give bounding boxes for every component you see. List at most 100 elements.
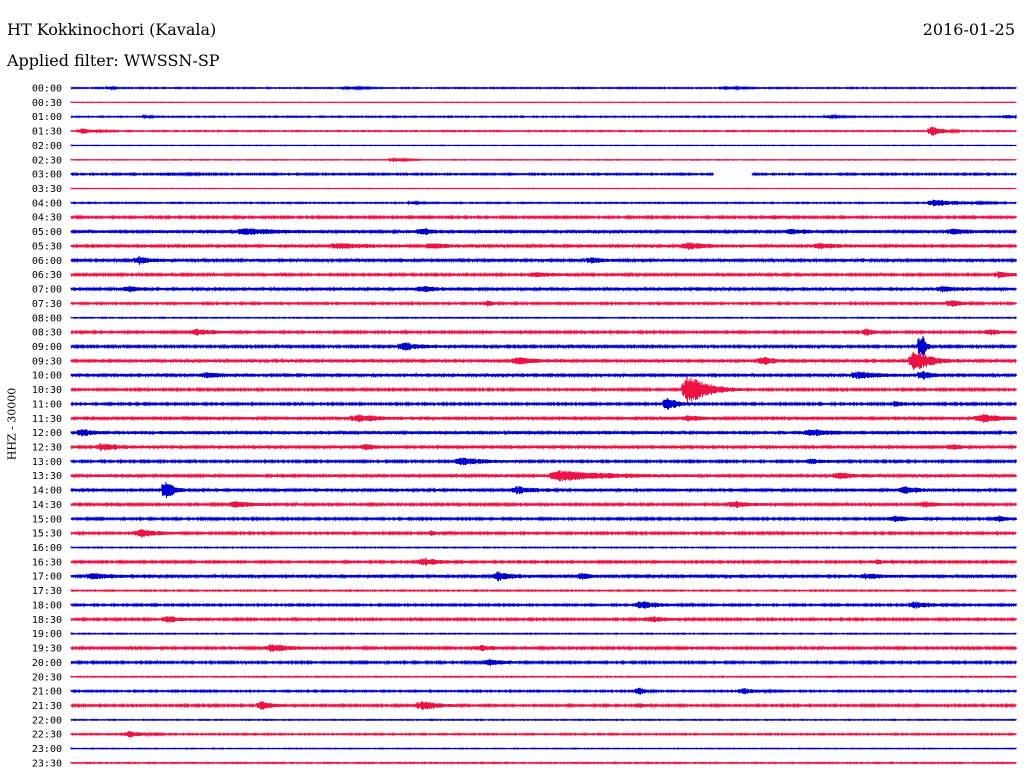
trace-2230: [70, 731, 1017, 738]
trace-2100: [70, 687, 1017, 695]
trace-1630: [70, 558, 1017, 566]
trace-0030: [70, 101, 1017, 104]
trace-0500: [70, 228, 1017, 236]
time-label-1700: 17:00: [32, 572, 62, 583]
trace-2330: [70, 761, 1017, 765]
record-date: 2016-01-25: [922, 20, 1015, 39]
trace-2000: [70, 658, 1017, 667]
time-label-2230: 22:30: [32, 730, 62, 741]
time-label-1100: 11:00: [32, 399, 62, 410]
time-label-0030: 00:30: [32, 98, 62, 109]
time-label-0200: 02:00: [32, 141, 62, 152]
time-label-2000: 20:00: [32, 658, 62, 669]
time-label-1730: 17:30: [32, 586, 62, 597]
trace-0130: [70, 126, 1017, 136]
time-label-0730: 07:30: [32, 299, 62, 310]
trace-1400: [70, 482, 1017, 499]
time-label-2030: 20:30: [32, 672, 62, 683]
trace-1130: [70, 413, 1017, 423]
trace-1900: [70, 631, 1017, 636]
time-label-1500: 15:00: [32, 514, 62, 525]
time-label-0230: 02:30: [32, 155, 62, 166]
time-label-0000: 00:00: [32, 84, 62, 95]
trace-1330: [70, 470, 1017, 482]
trace-1800: [70, 601, 1017, 609]
trace-0400: [70, 199, 1017, 207]
trace-2130: [70, 701, 1017, 710]
time-label-0830: 08:30: [32, 328, 62, 339]
trace-0530: [70, 242, 1017, 250]
time-label-1530: 15:30: [32, 529, 62, 540]
time-label-0430: 04:30: [32, 213, 62, 224]
time-label-1300: 13:00: [32, 457, 62, 468]
trace-1700: [70, 571, 1017, 582]
time-label-1900: 19:00: [32, 629, 62, 640]
time-label-1030: 10:30: [32, 385, 62, 396]
time-label-0100: 01:00: [32, 112, 62, 123]
trace-2300: [70, 746, 1017, 750]
time-label-0530: 05:30: [32, 241, 62, 252]
trace-2200: [70, 718, 1017, 722]
trace-0930: [70, 351, 1017, 371]
time-label-2100: 21:00: [32, 687, 62, 698]
time-label-0500: 05:00: [32, 227, 62, 238]
trace-0330: [70, 187, 1017, 190]
filter-label: Applied filter: WWSSN-SP: [7, 51, 220, 70]
trace-0800: [70, 316, 1017, 320]
trace-0100: [70, 113, 1017, 120]
trace-1500: [70, 515, 1017, 523]
trace-2030: [70, 674, 1017, 679]
trace-0430: [70, 214, 1017, 221]
trace-0900: [70, 335, 1017, 358]
time-label-2330: 23:30: [32, 758, 62, 769]
time-label-0130: 01:30: [32, 127, 62, 138]
time-label-1930: 19:30: [32, 644, 62, 655]
trace-0300: [70, 171, 1017, 178]
time-label-1000: 10:00: [32, 371, 62, 382]
trace-1100: [70, 398, 1017, 410]
trace-1930: [70, 644, 1017, 652]
trace-0830: [70, 328, 1017, 336]
time-label-1430: 14:30: [32, 500, 62, 511]
trace-1530: [70, 528, 1017, 538]
trace-1230: [70, 442, 1017, 452]
trace-1430: [70, 500, 1017, 508]
time-label-2130: 21:30: [32, 701, 62, 712]
time-label-0400: 04:00: [32, 198, 62, 209]
time-label-1330: 13:30: [32, 471, 62, 482]
time-label-1200: 12:00: [32, 428, 62, 439]
trace-1030: [70, 376, 1017, 404]
trace-0200: [70, 144, 1017, 147]
time-label-2200: 22:00: [32, 715, 62, 726]
trace-1000: [70, 371, 1017, 380]
trace-1300: [70, 457, 1017, 466]
time-label-0600: 06:00: [32, 256, 62, 267]
station-title: HT Kokkinochori (Kavala): [7, 20, 217, 39]
time-label-1630: 16:30: [32, 557, 62, 568]
time-label-0930: 09:30: [32, 356, 62, 367]
trace-0730: [70, 299, 1017, 307]
time-label-0330: 03:30: [32, 184, 62, 195]
trace-0600: [70, 255, 1017, 265]
time-label-1230: 12:30: [32, 443, 62, 454]
time-label-2300: 23:00: [32, 744, 62, 755]
trace-1600: [70, 545, 1017, 550]
time-label-1130: 11:30: [32, 414, 62, 425]
time-label-0700: 07:00: [32, 285, 62, 296]
time-label-0900: 09:00: [32, 342, 62, 353]
trace-0000: [70, 85, 1017, 92]
time-label-0300: 03:00: [32, 170, 62, 181]
time-label-0630: 06:30: [32, 270, 62, 281]
trace-0230: [70, 157, 1017, 163]
trace-1730: [70, 588, 1017, 593]
time-label-1800: 18:00: [32, 600, 62, 611]
trace-0700: [70, 285, 1017, 293]
trace-0630: [70, 271, 1017, 279]
trace-1200: [70, 428, 1017, 437]
trace-1830: [70, 616, 1017, 623]
time-label-1400: 14:00: [32, 486, 62, 497]
time-label-0800: 08:00: [32, 313, 62, 324]
time-label-1830: 18:30: [32, 615, 62, 626]
time-label-1600: 16:00: [32, 543, 62, 554]
